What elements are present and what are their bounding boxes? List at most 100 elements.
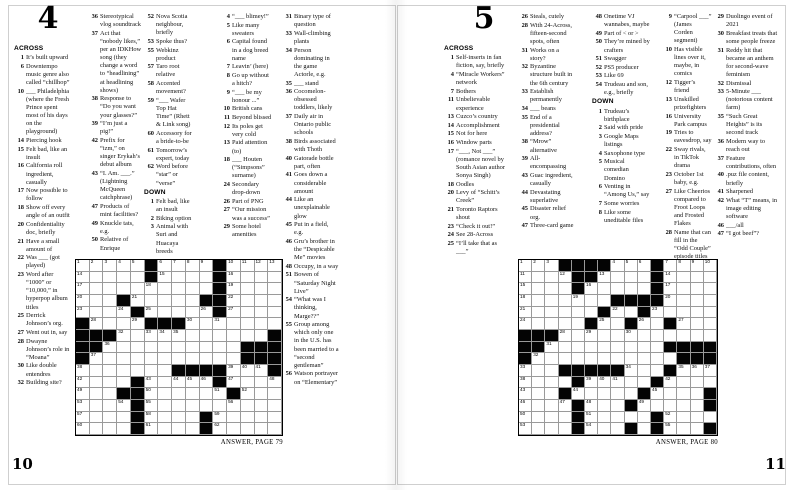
grid-cell	[598, 388, 612, 400]
grid-cell	[545, 271, 559, 284]
grid-cell	[664, 330, 678, 342]
grid-cell-black	[130, 306, 145, 319]
grid-cell: 47	[227, 376, 241, 389]
clue: 51 Bowen of “Saturday Night Live”	[282, 271, 339, 295]
grid-cell-black	[532, 341, 546, 354]
cell-number: 1	[77, 259, 80, 264]
clue: 24 See 28-Across	[444, 231, 505, 239]
cell-number: 44	[173, 375, 179, 381]
grid-cell	[637, 283, 651, 295]
grid-cell	[89, 388, 104, 400]
clue-text: Relative of Enrique	[100, 236, 129, 252]
clue-text: Stereotypical vlog soundtrack	[100, 13, 141, 29]
clue-column: 9 “Carpool ___” (James Corden segment) 10 H…	[662, 13, 712, 294]
clue-number: 35	[717, 113, 724, 120]
clue-text: Downtempo music genre also called “chill…	[26, 62, 70, 87]
grid-cell	[703, 411, 717, 424]
clue-text: Piercing hook	[26, 137, 62, 145]
clue: 34 ___ beans	[518, 105, 576, 113]
cell-number: 15	[159, 270, 165, 276]
clue-text: Feature contributions, often	[726, 154, 777, 170]
clue-number: 22	[665, 146, 672, 153]
grid-cell: 16	[227, 271, 241, 284]
grid-cell: 14	[76, 271, 90, 284]
grid-cell-black	[158, 318, 173, 330]
clue: 17 “___, Not ___” (romance novel by South…	[444, 148, 505, 181]
clue: 1 It’s built upward	[14, 54, 71, 62]
clue-number: 2	[150, 214, 154, 222]
grid-cell-black	[637, 295, 651, 307]
grid-cell	[532, 423, 546, 435]
clue-number: 25	[447, 240, 454, 248]
clue: 18 Show off every angle of an outfit	[14, 204, 71, 220]
clue-text: Levy of “Schitt’s Creek”	[456, 189, 500, 205]
clue-number: 42	[91, 136, 98, 144]
grid-cell	[185, 388, 200, 400]
grid-cell: 7	[172, 259, 186, 272]
grid-cell	[611, 318, 625, 330]
grid-cell-black	[664, 341, 678, 354]
grid-cell	[172, 341, 186, 354]
grid-cell	[103, 283, 118, 295]
clue: 52 PS5 producer	[592, 64, 650, 72]
grid-cell-black	[199, 295, 214, 307]
clue-number: 30	[17, 362, 24, 370]
clue-number: 39	[521, 155, 528, 163]
clue-text: Knuckle tats, e.g.	[100, 219, 134, 235]
clue-text: “___ be my honour ...”	[232, 88, 262, 104]
grid-cell-black	[703, 388, 717, 400]
grid-cell	[598, 295, 612, 307]
clue: 1 Trudeau’s birthplace	[592, 108, 650, 124]
grid-cell: 1	[76, 259, 90, 272]
grid-cell: 21	[130, 294, 145, 307]
cell-number: 26	[200, 305, 206, 311]
grid-cell	[664, 400, 678, 412]
clue-number: 55	[285, 321, 292, 329]
clue-text: Felt bad, like an insult	[156, 197, 190, 214]
grid-cell-black	[268, 330, 282, 342]
grid-cell: 9	[690, 259, 704, 272]
cell-number: 18	[520, 294, 526, 299]
clue-text: Toronto Raptors shout	[456, 206, 498, 222]
grid-cell	[637, 353, 651, 365]
grid-cell	[117, 365, 131, 377]
clue-text: Goes down a considerable amount	[294, 171, 328, 195]
clue-column: 48 Onetime VJ wannabes, maybe 49 Part of < …	[592, 13, 650, 225]
cell-number: 6	[159, 259, 162, 264]
clue-text: Webkinz product	[156, 46, 179, 62]
grid-cell-black	[571, 423, 585, 435]
clue: 5 Musical comedian Domino	[592, 158, 650, 182]
clue: 14 Piercing hook	[14, 137, 71, 145]
clue-text: “Mrow” alternative	[530, 138, 557, 154]
cell-number: 20	[665, 294, 671, 299]
clue-text: Guac ingredient, casually	[530, 171, 573, 187]
clue: 16 California roll ingredient, casually	[14, 162, 71, 186]
clue: 32 Byzantine structure built in the 6th c…	[518, 63, 576, 87]
grid-cell: 41	[611, 376, 625, 389]
cell-number: 43	[145, 375, 151, 381]
clue-text: Part of < or >	[604, 29, 639, 37]
clue: 7 Leavin’ (here)	[220, 63, 273, 71]
grid-cell: 16	[584, 282, 599, 295]
grid-cell: 43	[144, 375, 159, 389]
clue: 3 Animal with Suri and Huacaya breeds	[144, 223, 194, 256]
grid-cell	[103, 376, 118, 389]
clue-column: 26 Steals, cutely 28 With 24-Across, fiftee…	[518, 13, 576, 231]
grid-cell	[545, 306, 559, 319]
grid-cell: 10	[227, 259, 241, 272]
cell-number: 42	[77, 375, 83, 381]
clue-number: 9	[226, 88, 230, 96]
cell-number: 27	[228, 305, 234, 311]
grid-cell	[268, 411, 282, 424]
clue-column: ACROSS 1 Self-inserts in fan fiction, say,…	[444, 44, 505, 257]
grid-cell	[664, 353, 678, 365]
clue-number: 31	[285, 13, 292, 20]
grid-cell	[558, 376, 572, 389]
clue: 20 Levy of “Schitt’s Creek”	[444, 189, 505, 205]
grid-cell	[103, 271, 118, 284]
grid-cell	[117, 423, 131, 435]
clue: 48 Occupy, in a way	[282, 263, 339, 271]
clue: 4 “Miracle Workers” network	[444, 71, 505, 87]
cell-number: 1	[520, 259, 523, 264]
puzzle-number: 4	[37, 1, 59, 36]
